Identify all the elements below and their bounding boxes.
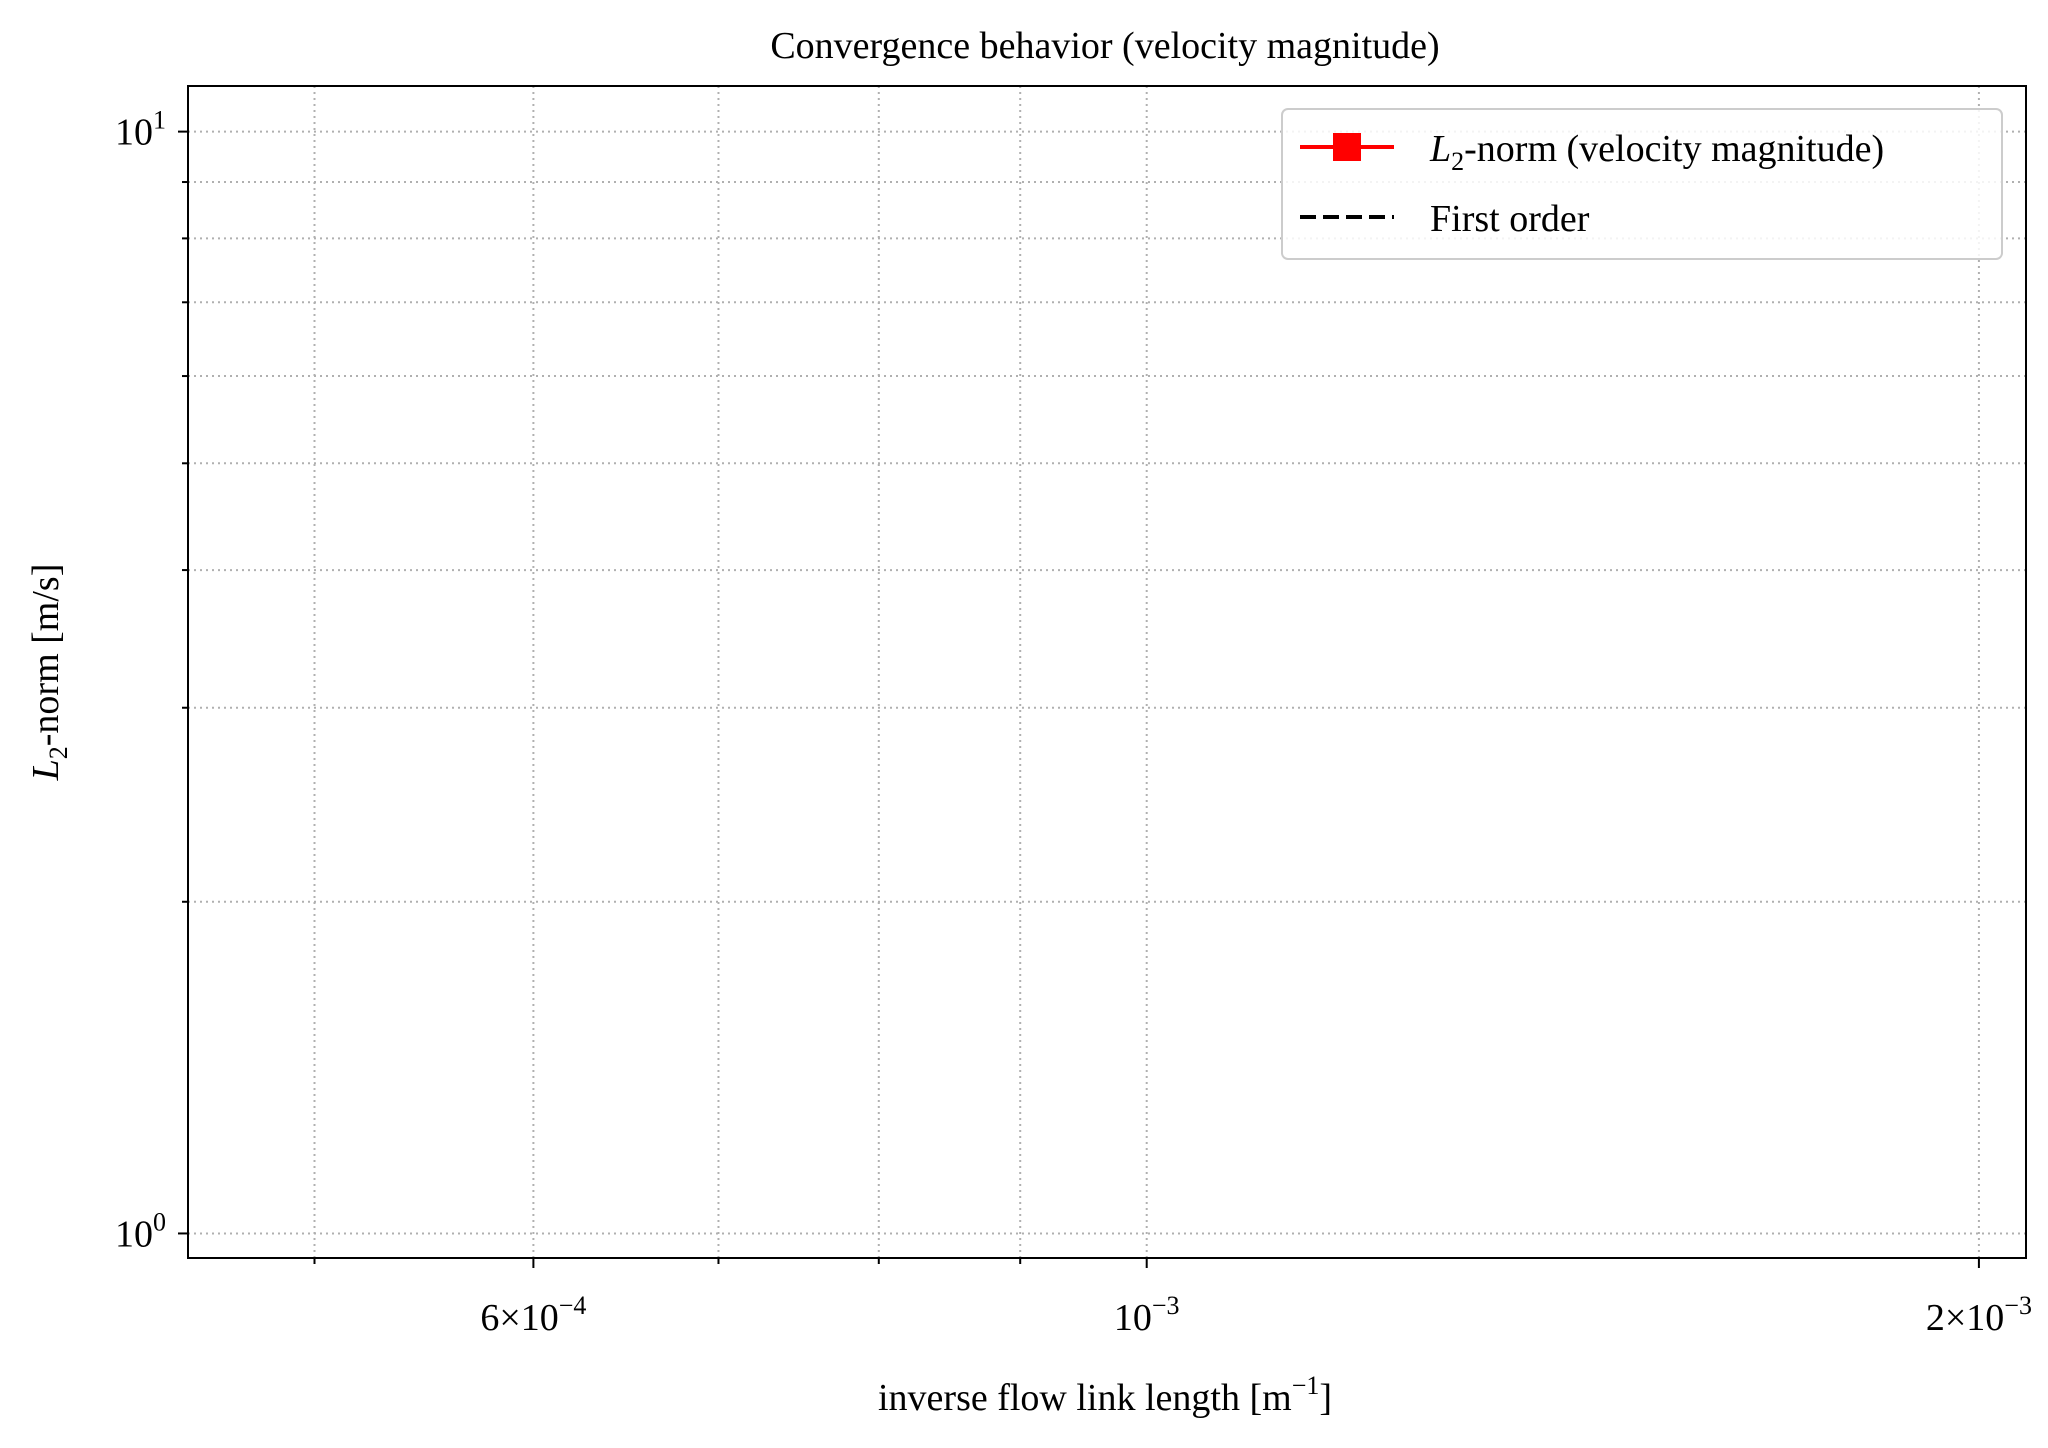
x-tick-label: 10−3: [1114, 1291, 1180, 1339]
plot-frame: [187, 85, 2027, 1259]
x-tick-labels: 6×10−4 10−3 2×10−3: [480, 1291, 2032, 1339]
legend: L2-norm (velocity magnitude) First order: [1281, 108, 2003, 260]
chart-title: Convergence behavior (velocity magnitude…: [770, 25, 1439, 67]
legend-square-marker-icon: [1333, 133, 1361, 161]
legend-label: L2-norm (velocity magnitude): [1429, 128, 1884, 176]
legend-label: First order: [1430, 198, 1590, 240]
legend-items: L2-norm (velocity magnitude) First order: [1300, 128, 1884, 240]
x-axis-label: inverse flow link length [m−1]: [878, 1371, 1332, 1419]
legend-entry: L2-norm (velocity magnitude): [1300, 128, 1884, 176]
y-tick-labels: 100 101: [115, 106, 166, 1256]
legend-entry: First order: [1300, 198, 1590, 240]
y-axis-label: L2-norm [m/s]: [25, 564, 73, 782]
y-tick-label: 101: [115, 106, 166, 154]
legend-box: [1281, 108, 2003, 260]
x-tick-label: 6×10−4: [480, 1291, 586, 1339]
y-tick-label: 100: [115, 1207, 166, 1255]
x-tick-label: 2×10−3: [1926, 1291, 2032, 1339]
